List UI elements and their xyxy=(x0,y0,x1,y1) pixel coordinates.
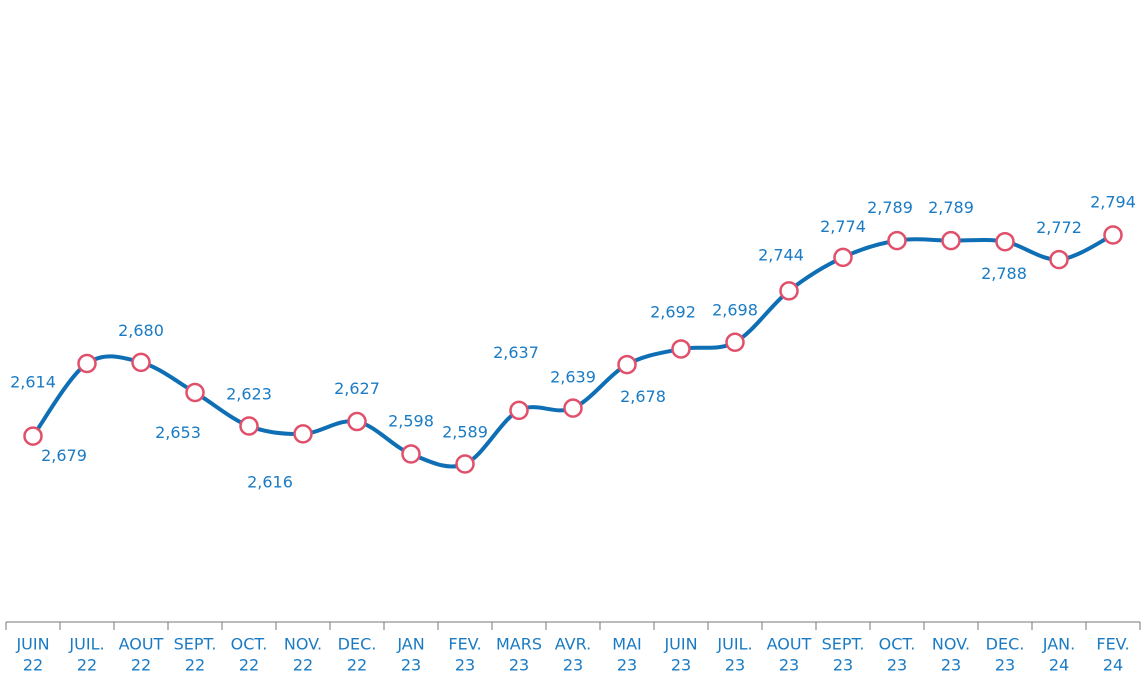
x-tick-label: 23 xyxy=(779,656,799,675)
x-tick-label: 22 xyxy=(293,656,313,675)
x-tick-label: SEPT. xyxy=(822,635,865,654)
x-tick-label: 24 xyxy=(1049,656,1069,675)
data-label: 2,789 xyxy=(928,198,974,217)
marker xyxy=(563,398,583,418)
data-label: 2,788 xyxy=(981,264,1027,283)
marker xyxy=(671,339,691,359)
x-tick-label: DEC. xyxy=(986,635,1025,654)
x-tick-label: JUIN xyxy=(663,635,697,654)
data-label: 2,679 xyxy=(41,446,87,465)
marker xyxy=(887,230,907,251)
x-tick-label: 24 xyxy=(1103,656,1123,675)
x-tick-label: JAN. xyxy=(1042,635,1075,654)
x-tick-label: AOUT xyxy=(767,635,812,654)
data-label: 2,772 xyxy=(1036,218,1082,237)
marker xyxy=(23,426,43,446)
marker xyxy=(239,416,259,436)
x-tick-label: OCT. xyxy=(231,635,268,654)
x-tick-label: 23 xyxy=(509,656,529,675)
x-tick-label: 23 xyxy=(671,656,691,675)
marker xyxy=(833,247,853,268)
data-label: 2,653 xyxy=(155,423,201,442)
data-label: 2,637 xyxy=(493,343,539,362)
x-tick-label: 23 xyxy=(455,656,475,675)
data-label: 2,794 xyxy=(1090,193,1136,212)
data-label: 2,744 xyxy=(758,245,804,264)
x-tick-label: 22 xyxy=(77,656,97,675)
x-tick-label: 23 xyxy=(563,656,583,675)
data-label: 2,598 xyxy=(388,411,434,430)
marker xyxy=(509,400,529,421)
x-tick-label: DEC. xyxy=(338,635,377,654)
x-tick-label: JAN xyxy=(396,635,424,654)
marker xyxy=(779,281,799,301)
marker xyxy=(185,382,205,403)
x-tick-label: JUIL. xyxy=(716,635,752,654)
marker xyxy=(131,352,151,373)
data-label: 2,639 xyxy=(550,368,596,387)
x-tick-label: 22 xyxy=(347,656,367,675)
x-tick-label: FEV. xyxy=(1096,635,1129,654)
x-tick-label: NOV. xyxy=(932,635,970,654)
data-label: 2,589 xyxy=(442,423,488,442)
x-tick-label: 22 xyxy=(185,656,205,675)
marker xyxy=(293,424,313,444)
data-label: 2,623 xyxy=(226,385,272,404)
x-tick-label: OCT. xyxy=(879,635,916,654)
marker xyxy=(347,411,367,432)
marker xyxy=(401,444,421,464)
x-tick-label: 22 xyxy=(131,656,151,675)
x-tick-label: FEV. xyxy=(448,635,481,654)
data-label: 2,680 xyxy=(118,321,164,340)
x-tick-label: 23 xyxy=(617,656,637,675)
x-tick-label: MAI xyxy=(612,635,641,654)
x-tick-label: 23 xyxy=(725,656,745,675)
data-label: 2,774 xyxy=(820,217,866,236)
data-label: 2,627 xyxy=(334,379,380,398)
x-tick-label: 23 xyxy=(887,656,907,675)
data-label: 2,698 xyxy=(712,301,758,320)
data-label: 2,616 xyxy=(247,472,293,491)
x-tick-label: AOUT xyxy=(119,635,164,654)
data-label: 2,678 xyxy=(620,387,666,406)
marker xyxy=(995,231,1015,252)
x-tick-label: AVR. xyxy=(555,635,592,654)
marker xyxy=(77,353,97,374)
marker xyxy=(1049,249,1069,270)
marker xyxy=(941,230,961,251)
marker xyxy=(725,332,745,352)
data-label: 2,789 xyxy=(867,198,913,217)
x-tick-label: 23 xyxy=(833,656,853,675)
x-tick-label: 22 xyxy=(239,656,259,675)
x-tick-label: 23 xyxy=(995,656,1015,675)
data-label: 2,614 xyxy=(10,373,56,392)
marker xyxy=(1103,225,1123,245)
data-label: 2,692 xyxy=(650,302,696,321)
x-tick-label: JUIL. xyxy=(68,635,104,654)
x-tick-label: 23 xyxy=(941,656,961,675)
x-tick-label: 23 xyxy=(401,656,421,675)
marker xyxy=(455,454,475,474)
x-tick-label: JUIN xyxy=(15,635,49,654)
x-tick-label: MARS xyxy=(496,635,542,654)
x-tick-label: 22 xyxy=(23,656,43,675)
x-tick-label: NOV. xyxy=(284,635,322,654)
x-tick-label: SEPT. xyxy=(174,635,217,654)
marker xyxy=(617,354,637,375)
